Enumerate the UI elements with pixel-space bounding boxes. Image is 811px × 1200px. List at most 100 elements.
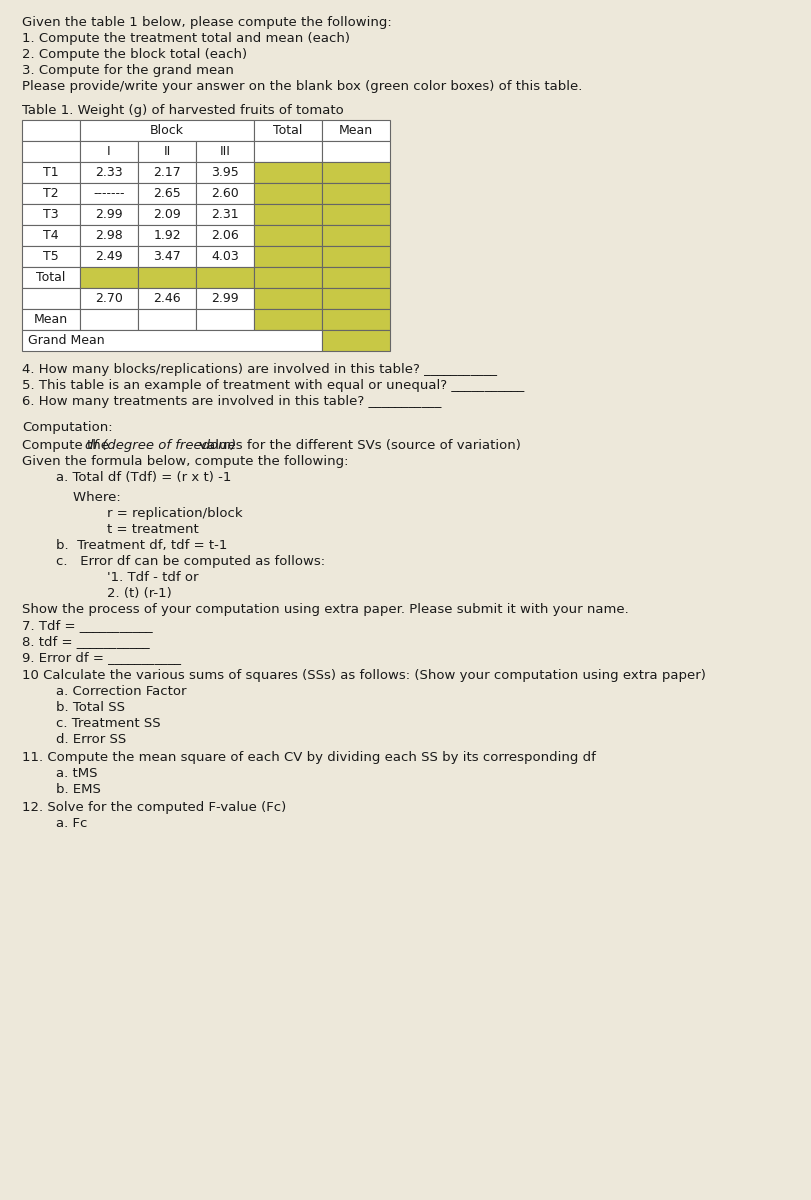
Bar [138, 182, 196, 204]
Text: b. Total SS: b. Total SS [22, 701, 125, 714]
Bar [138, 226, 196, 246]
Bar [80, 246, 138, 266]
Bar [138, 308, 196, 330]
Bar [80, 226, 138, 246]
Text: '1. Tdf - tdf or: '1. Tdf - tdf or [22, 571, 199, 584]
Text: T1: T1 [43, 166, 59, 179]
Text: 10 Calculate the various sums of squares (SSs) as follows: (Show your computatio: 10 Calculate the various sums of squares… [22, 670, 706, 682]
Bar [138, 140, 196, 162]
Text: df (degree of freedom): df (degree of freedom) [85, 439, 237, 452]
Bar [138, 288, 196, 308]
Bar [196, 182, 254, 204]
Text: Show the process of your computation using extra paper. Please submit it with yo: Show the process of your computation usi… [22, 602, 629, 616]
Bar [80, 266, 138, 288]
Bar [22, 246, 80, 266]
Text: 12. Solve for the computed F-value (Fc): 12. Solve for the computed F-value (Fc) [22, 802, 286, 814]
Bar [196, 226, 254, 246]
Bar [322, 246, 390, 266]
Text: 3. Compute for the grand mean: 3. Compute for the grand mean [22, 64, 234, 77]
Bar [322, 226, 390, 246]
Bar [196, 266, 254, 288]
Bar [322, 204, 390, 226]
Text: b. EMS: b. EMS [22, 782, 101, 796]
Bar [254, 140, 322, 162]
Bar [22, 330, 322, 350]
Bar [22, 226, 80, 246]
Bar [22, 266, 80, 288]
Text: a. Fc: a. Fc [22, 817, 88, 830]
Bar [196, 204, 254, 226]
Text: 1.92: 1.92 [153, 229, 181, 242]
Text: 5. This table is an example of treatment with equal or unequal? ___________: 5. This table is an example of treatment… [22, 379, 524, 392]
Text: 2.60: 2.60 [211, 187, 239, 200]
Text: 2.70: 2.70 [95, 292, 123, 305]
Text: 2. Compute the block total (each): 2. Compute the block total (each) [22, 48, 247, 61]
Bar [196, 308, 254, 330]
Text: 2.49: 2.49 [95, 250, 122, 263]
Text: 3.95: 3.95 [211, 166, 239, 179]
Text: Computation:: Computation: [22, 421, 113, 434]
Bar [22, 162, 80, 182]
Bar [254, 182, 322, 204]
Text: 2.99: 2.99 [95, 208, 122, 221]
Text: T3: T3 [43, 208, 59, 221]
Text: 2.46: 2.46 [153, 292, 181, 305]
Text: II: II [163, 145, 170, 158]
Text: r = replication/block: r = replication/block [22, 506, 242, 520]
Text: 2.99: 2.99 [211, 292, 238, 305]
Text: 4. How many blocks/replications) are involved in this table? ___________: 4. How many blocks/replications) are inv… [22, 362, 497, 376]
Text: Total: Total [36, 271, 66, 284]
Bar [254, 120, 322, 140]
Text: c.   Error df can be computed as follows:: c. Error df can be computed as follows: [22, 554, 325, 568]
Bar [138, 162, 196, 182]
Text: 9. Error df = ___________: 9. Error df = ___________ [22, 650, 181, 664]
Bar [322, 266, 390, 288]
Text: Mean: Mean [34, 313, 68, 326]
Text: a. Correction Factor: a. Correction Factor [22, 685, 187, 698]
Bar [322, 330, 390, 350]
Bar [138, 266, 196, 288]
Text: 7. Tdf = ___________: 7. Tdf = ___________ [22, 619, 152, 632]
Bar [80, 308, 138, 330]
Bar [22, 120, 80, 140]
Bar [322, 308, 390, 330]
Bar [80, 120, 254, 140]
Bar [254, 246, 322, 266]
Text: 2.31: 2.31 [211, 208, 238, 221]
Text: a. tMS: a. tMS [22, 767, 97, 780]
Text: 2.65: 2.65 [153, 187, 181, 200]
Bar [254, 226, 322, 246]
Text: c. Treatment SS: c. Treatment SS [22, 716, 161, 730]
Text: Where:: Where: [22, 491, 121, 504]
Text: Given the table 1 below, please compute the following:: Given the table 1 below, please compute … [22, 16, 392, 29]
Text: a. Total df (Tdf) = (r x t) -1: a. Total df (Tdf) = (r x t) -1 [22, 470, 231, 484]
Bar [254, 162, 322, 182]
Text: Mean: Mean [339, 124, 373, 137]
Text: 2.98: 2.98 [95, 229, 123, 242]
Text: 4.03: 4.03 [211, 250, 239, 263]
Text: Grand Mean: Grand Mean [28, 334, 105, 347]
Text: 2.33: 2.33 [95, 166, 122, 179]
Bar [322, 120, 390, 140]
Bar [254, 288, 322, 308]
Text: Given the formula below, compute the following:: Given the formula below, compute the fol… [22, 455, 349, 468]
Bar [196, 246, 254, 266]
Text: 2.06: 2.06 [211, 229, 239, 242]
Bar [196, 162, 254, 182]
Text: Table 1. Weight (g) of harvested fruits of tomato: Table 1. Weight (g) of harvested fruits … [22, 104, 344, 116]
Text: 11. Compute the mean square of each CV by dividing each SS by its corresponding : 11. Compute the mean square of each CV b… [22, 751, 596, 764]
Text: b.  Treatment df, tdf = t-1: b. Treatment df, tdf = t-1 [22, 539, 227, 552]
Text: T4: T4 [43, 229, 59, 242]
Bar [138, 204, 196, 226]
Bar [22, 204, 80, 226]
Text: Please provide/write your answer on the blank box (green color boxes) of this ta: Please provide/write your answer on the … [22, 80, 582, 92]
Bar [254, 308, 322, 330]
Bar [80, 288, 138, 308]
Bar [196, 288, 254, 308]
Bar [22, 288, 80, 308]
Text: -------: ------- [93, 187, 125, 200]
Bar [80, 204, 138, 226]
Bar [254, 204, 322, 226]
Bar [22, 140, 80, 162]
Bar [322, 182, 390, 204]
